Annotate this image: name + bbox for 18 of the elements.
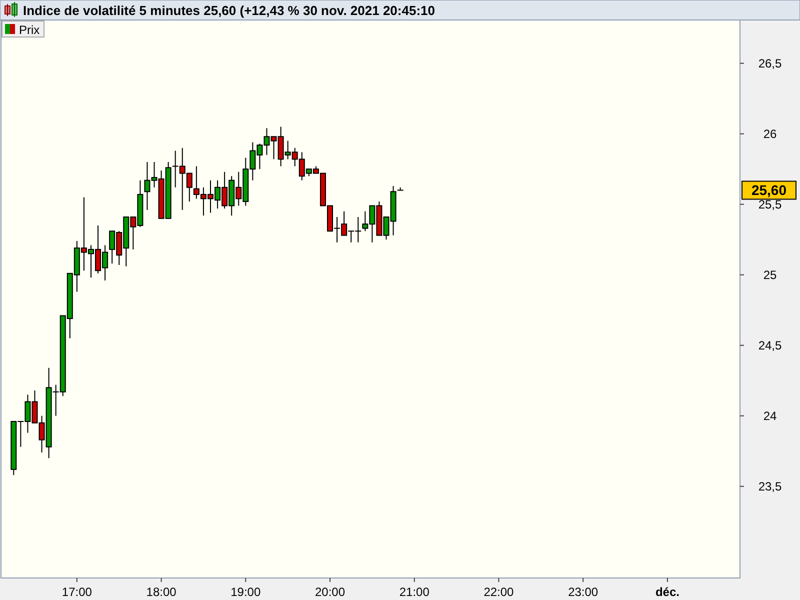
x-tick-label: 22:00 [484, 585, 514, 599]
y-tick-label: 26,5 [758, 56, 782, 70]
y-tick-label: 25 [763, 268, 777, 282]
x-tick-label: 17:00 [62, 585, 92, 599]
y-tick-label: 24 [763, 408, 777, 423]
x-tick-label: 21:00 [399, 585, 430, 599]
y-tick-label: 26 [763, 126, 777, 141]
x-tick-label: 23:00 [568, 585, 598, 599]
chart-title: Indice de volatilité 5 minutes 25,60 (+12,43 % 30 nov. 2021 20:45:10 [23, 3, 435, 18]
x-tick-label: 19:00 [230, 585, 261, 599]
x-tick-label: 20:00 [314, 585, 346, 599]
x-tick-label: déc. [655, 585, 680, 599]
y-tick-label: 24,5 [758, 338, 782, 352]
legend-label: Prix [19, 23, 40, 37]
y-tick-label: 25,5 [758, 197, 782, 212]
y-tick-label: 23,5 [758, 479, 782, 494]
x-tick-label: 18:00 [146, 585, 177, 599]
text: 25,60 [751, 182, 787, 198]
